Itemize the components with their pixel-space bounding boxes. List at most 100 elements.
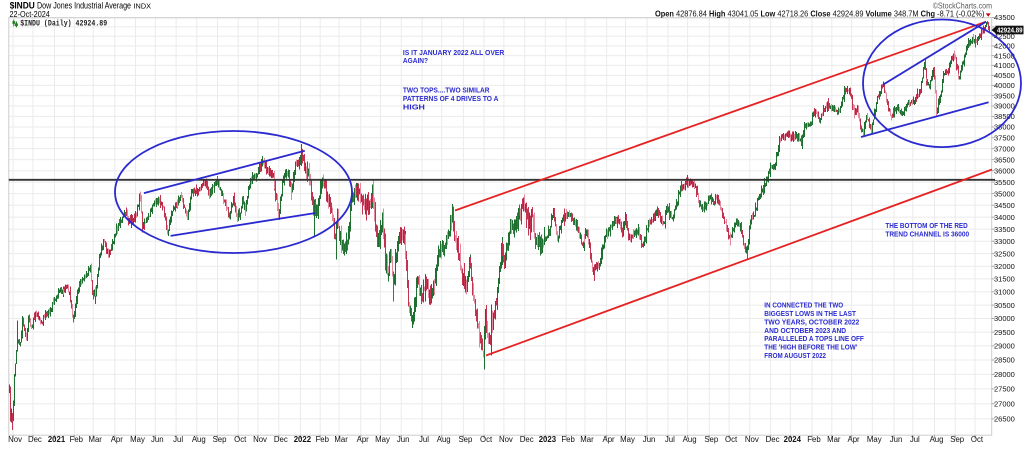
svg-text:Feb: Feb: [315, 435, 329, 444]
svg-text:Oct: Oct: [971, 435, 984, 444]
svg-text:PARALLELED A TOPS LINE OFF: PARALLELED A TOPS LINE OFF: [764, 334, 864, 343]
svg-text:Sep: Sep: [458, 435, 473, 444]
svg-text:Open 42876.84 High 43041.05 Lo: Open 42876.84 High 43041.05 Low 42718.26…: [655, 10, 985, 19]
svg-text:TREND CHANNEL IS 36000: TREND CHANNEL IS 36000: [885, 229, 969, 238]
svg-text:2022: 2022: [294, 435, 312, 444]
svg-text:38000: 38000: [994, 123, 1015, 132]
svg-text:41500: 41500: [994, 51, 1015, 60]
svg-text:28500: 28500: [994, 356, 1015, 365]
svg-text:33500: 33500: [994, 225, 1015, 234]
svg-text:Jun: Jun: [643, 435, 656, 444]
svg-text:Aug: Aug: [437, 435, 451, 444]
svg-text:AGAIN?: AGAIN?: [403, 56, 428, 65]
svg-text:Nov: Nov: [8, 435, 22, 444]
svg-text:Nov: Nov: [745, 435, 759, 444]
svg-text:Jun: Jun: [151, 435, 164, 444]
svg-text:Oct: Oct: [725, 435, 738, 444]
svg-text:32000: 32000: [994, 262, 1015, 271]
svg-text:May: May: [130, 435, 145, 444]
svg-text:40500: 40500: [994, 71, 1015, 80]
svg-text:Mar: Mar: [88, 435, 102, 444]
svg-text:$INDU (Daily) 42924.89: $INDU (Daily) 42924.89: [20, 20, 107, 28]
svg-text:27000: 27000: [994, 400, 1015, 409]
svg-text:32500: 32500: [994, 249, 1015, 258]
svg-text:Apr: Apr: [603, 435, 616, 444]
svg-text:2024: 2024: [784, 435, 802, 444]
svg-text:28000: 28000: [994, 370, 1015, 379]
svg-text:22-Oct-2024: 22-Oct-2024: [10, 10, 51, 19]
svg-text:BIGGEST LOWS IN THE LAST: BIGGEST LOWS IN THE LAST: [764, 309, 856, 318]
svg-text:37500: 37500: [994, 133, 1015, 142]
svg-text:Mar: Mar: [827, 435, 841, 444]
svg-text:Nov: Nov: [499, 435, 513, 444]
svg-text:40000: 40000: [994, 81, 1015, 90]
svg-text:Jul: Jul: [419, 435, 429, 444]
svg-text:35000: 35000: [994, 189, 1015, 198]
svg-text:Mar: Mar: [334, 435, 348, 444]
svg-text:33000: 33000: [994, 237, 1015, 246]
svg-text:26500: 26500: [994, 415, 1015, 424]
svg-text:AND OCTOBER 2023 AND: AND OCTOBER 2023 AND: [764, 326, 846, 335]
svg-text:Dec: Dec: [520, 435, 534, 444]
svg-text:Dec: Dec: [766, 435, 780, 444]
svg-text:Oct: Oct: [480, 435, 493, 444]
svg-text:Sep: Sep: [704, 435, 719, 444]
svg-text:42000: 42000: [994, 42, 1015, 51]
svg-text:PATTERNS OF 4 DRIVES TO A: PATTERNS OF 4 DRIVES TO A: [403, 94, 499, 103]
svg-text:Jun: Jun: [890, 435, 903, 444]
svg-text:Dec: Dec: [274, 435, 288, 444]
svg-text:Sep: Sep: [213, 435, 228, 444]
svg-text:27500: 27500: [994, 385, 1015, 394]
svg-text:May: May: [867, 435, 882, 444]
svg-text:May: May: [620, 435, 635, 444]
svg-text:35500: 35500: [994, 178, 1015, 187]
svg-text:Apr: Apr: [848, 435, 861, 444]
svg-text:39500: 39500: [994, 91, 1015, 100]
svg-text:Nov: Nov: [253, 435, 267, 444]
svg-text:34500: 34500: [994, 201, 1015, 210]
svg-text:TWO YEARS, OCTOBER 2022: TWO YEARS, OCTOBER 2022: [764, 317, 859, 326]
svg-text:THE BOTTOM OF THE RED: THE BOTTOM OF THE RED: [885, 221, 968, 230]
svg-text:31000: 31000: [994, 288, 1015, 297]
svg-text:29000: 29000: [994, 342, 1015, 351]
svg-text:Jul: Jul: [173, 435, 183, 444]
svg-text:Mar: Mar: [580, 435, 594, 444]
svg-text:INDX: INDX: [134, 2, 152, 11]
svg-text:TWO TOPS....TWO SIMILAR: TWO TOPS....TWO SIMILAR: [403, 86, 490, 95]
svg-text:Apr: Apr: [111, 435, 124, 444]
svg-text:$INDU: $INDU: [10, 1, 35, 11]
svg-text:29500: 29500: [994, 328, 1015, 337]
svg-text:IN CONNECTED THE TWO: IN CONNECTED THE TWO: [764, 300, 843, 309]
svg-text:Sep: Sep: [950, 435, 965, 444]
svg-text:2023: 2023: [539, 435, 557, 444]
svg-text:IS IT JANUARY 2022 ALL OVER: IS IT JANUARY 2022 ALL OVER: [403, 48, 505, 57]
svg-text:Dec: Dec: [28, 435, 42, 444]
svg-text:Aug: Aug: [192, 435, 206, 444]
svg-text:Jul: Jul: [665, 435, 675, 444]
svg-text:36000: 36000: [994, 167, 1015, 176]
svg-text:FROM AUGUST 2022: FROM AUGUST 2022: [764, 351, 826, 360]
svg-text:41000: 41000: [994, 61, 1015, 70]
svg-text:37000: 37000: [994, 144, 1015, 153]
svg-text:43500: 43500: [994, 13, 1015, 22]
svg-text:Feb: Feb: [70, 435, 84, 444]
svg-text:42924.89: 42924.89: [997, 25, 1023, 34]
svg-text:Oct: Oct: [234, 435, 247, 444]
svg-text:©StockCharts.com: ©StockCharts.com: [933, 1, 992, 10]
svg-text:Aug: Aug: [683, 435, 697, 444]
svg-text:May: May: [375, 435, 390, 444]
svg-text:Apr: Apr: [357, 435, 370, 444]
svg-text:31500: 31500: [994, 275, 1015, 284]
svg-text:39000: 39000: [994, 102, 1015, 111]
svg-text:Feb: Feb: [807, 435, 821, 444]
svg-text:Dow Jones Industrial Average: Dow Jones Industrial Average: [37, 1, 131, 11]
svg-text:THE 'HIGH BEFORE THE LOW': THE 'HIGH BEFORE THE LOW': [764, 343, 857, 352]
svg-text:Jul: Jul: [910, 435, 920, 444]
svg-text:38500: 38500: [994, 112, 1015, 121]
svg-text:HIGH: HIGH: [403, 102, 425, 111]
svg-text:Feb: Feb: [561, 435, 575, 444]
svg-text:34000: 34000: [994, 213, 1015, 222]
svg-text:36500: 36500: [994, 155, 1015, 164]
svg-text:Jun: Jun: [397, 435, 410, 444]
svg-text:30500: 30500: [994, 301, 1015, 310]
